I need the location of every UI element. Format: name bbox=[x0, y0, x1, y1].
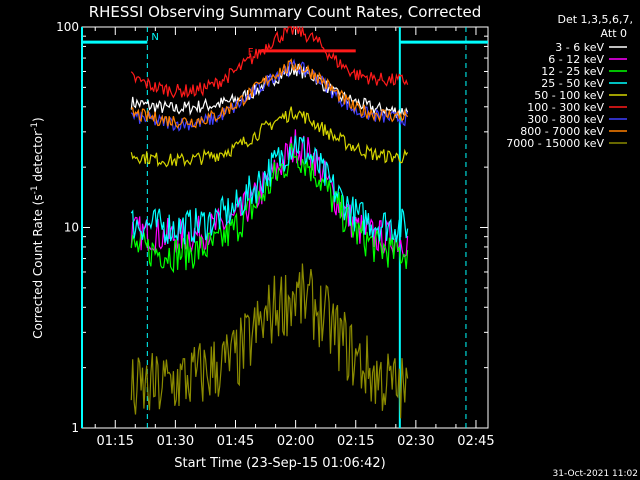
legend-label: 50 - 100 keV bbox=[534, 89, 604, 102]
legend-label: 300 - 800 keV bbox=[527, 113, 604, 126]
legend-label: 7000 - 15000 keV bbox=[506, 137, 604, 150]
plot-area: 1 10 100 01:15 01:30 01:45 02:00 02:15 02:30 02:4… bbox=[56, 20, 495, 449]
legend-header-line1: Det 1,3,5,6,7, bbox=[557, 13, 633, 26]
legend-header-line2: Att 0 bbox=[601, 27, 627, 40]
y-axis-label-main: Corrected Count Rate (s bbox=[31, 194, 45, 338]
footer-date: 31-Oct-2021 11:02 bbox=[553, 469, 638, 479]
x-tick-label: 02:30 bbox=[397, 434, 434, 449]
x-tick-label: 01:45 bbox=[217, 434, 254, 449]
series-line-6 bbox=[130, 25, 409, 99]
x-tick-label: 02:15 bbox=[337, 434, 374, 449]
y-axis-label-mid: detector bbox=[31, 131, 45, 186]
y-axis-label: Corrected Count Rate (s-1 detector-1) bbox=[30, 117, 45, 338]
y-tick-label: 10 bbox=[64, 221, 79, 235]
y-axis-label-sup2: -1 bbox=[30, 122, 40, 131]
series-line-3 bbox=[130, 143, 409, 274]
series-line-8 bbox=[131, 58, 409, 129]
legend-label: 800 - 7000 keV bbox=[520, 125, 604, 138]
legend-label: 25 - 50 keV bbox=[541, 77, 604, 90]
x-tick-label: 01:30 bbox=[157, 434, 194, 449]
chart-title: RHESSI Observing Summary Count Rates, Co… bbox=[89, 3, 482, 21]
series-line-9 bbox=[130, 263, 409, 419]
y-axis-label-sup1: -1 bbox=[30, 185, 40, 194]
legend-label: 100 - 300 keV bbox=[527, 101, 604, 114]
x-tick-label: 02:45 bbox=[457, 434, 494, 449]
x-tick-label: 02:00 bbox=[277, 434, 314, 449]
legend-label: 6 - 12 keV bbox=[548, 53, 604, 66]
series-line-1 bbox=[130, 63, 409, 119]
y-axis-label-end: ) bbox=[31, 117, 45, 122]
legend-label: 12 - 25 keV bbox=[541, 65, 604, 78]
y-tick-label: 100 bbox=[56, 20, 79, 34]
x-tick-label: 01:15 bbox=[97, 434, 134, 449]
annotation-label: N bbox=[151, 32, 158, 43]
x-axis-label: Start Time (23-Sep-15 01:06:42) bbox=[174, 456, 385, 471]
series-line-5 bbox=[130, 106, 409, 168]
legend-label: 3 - 6 keV bbox=[555, 41, 604, 54]
y-tick-label: 1 bbox=[71, 421, 79, 435]
series-line-4 bbox=[130, 135, 409, 245]
